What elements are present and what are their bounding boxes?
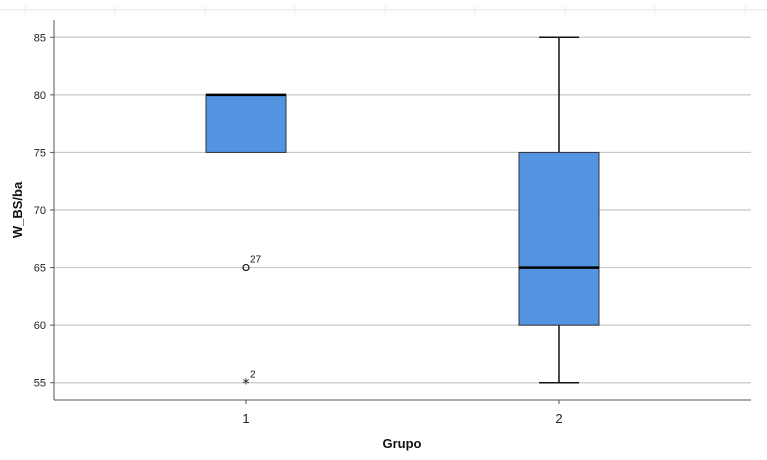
y-tick-label: 80 [34, 90, 46, 102]
outlier-label: 27 [250, 255, 262, 266]
axes [50, 20, 751, 404]
y-tick-label: 75 [34, 147, 46, 159]
gridlines [54, 36, 751, 384]
tick-labels: 55 60 65 70 75 80 85 1 2 [34, 32, 563, 426]
y-tick-label: 85 [34, 32, 46, 44]
outlier-extreme-marker: * [243, 377, 250, 393]
outlier-marker [242, 263, 250, 272]
y-tick-label: 70 [34, 205, 46, 217]
y-axis-title: W_BS/ba [10, 181, 25, 238]
box-marks: 27 *2 [205, 36, 600, 393]
x-tick-label: 1 [242, 411, 249, 426]
top-frame-ticks [0, 6, 767, 14]
x-tick-label: 2 [555, 411, 562, 426]
y-tick-label: 65 [34, 263, 46, 275]
x-axis-title: Grupo [383, 436, 422, 451]
y-tick-label: 60 [34, 320, 46, 332]
y-tick-label: 55 [34, 378, 46, 390]
box-iqr [518, 151, 600, 326]
outlier-label: 2 [250, 370, 256, 381]
box-iqr [205, 94, 287, 153]
